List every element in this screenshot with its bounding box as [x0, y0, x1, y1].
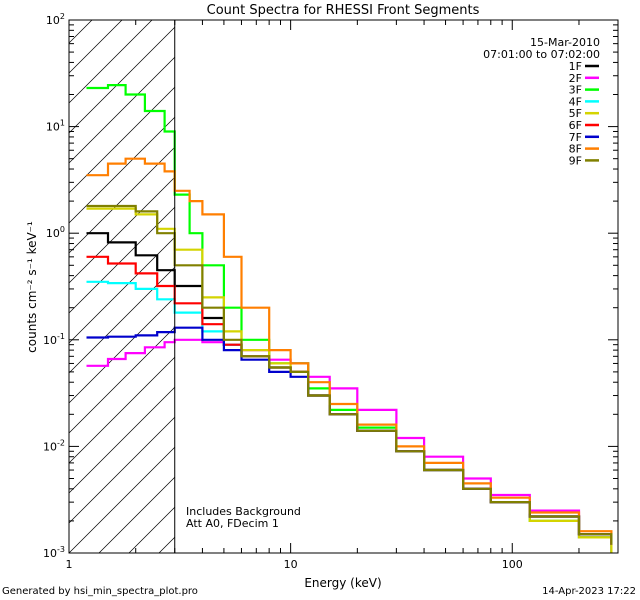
hatch-line [69, 20, 93, 44]
hatch-line [69, 416, 175, 524]
chart-title: Count Spectra for RHESSI Front Segments [207, 3, 480, 18]
hatch-line [279, 20, 640, 553]
hatch-line [69, 386, 175, 494]
legend-label-2F: 2F [569, 72, 582, 85]
legend-label-1F: 1F [569, 60, 582, 73]
hatch-line [429, 20, 640, 553]
hatch-line [69, 296, 175, 404]
y-tick-label: 10-3 [43, 545, 65, 560]
legend-label-4F: 4F [569, 95, 582, 108]
hatch-line [69, 20, 153, 104]
series-3F [86, 84, 613, 553]
series-9F [86, 204, 613, 545]
hatch-line [69, 356, 175, 464]
hatch-line [69, 446, 175, 553]
y-tick-label: 10-1 [43, 332, 65, 347]
hatch-line [69, 236, 175, 344]
x-tick-label: 10 [284, 558, 298, 571]
hatch-line [69, 266, 175, 374]
hatch-line [69, 86, 175, 194]
legend-label-7F: 7F [569, 131, 582, 144]
hatch-line [128, 506, 175, 553]
date-label: 15-Mar-2010 [530, 36, 600, 49]
hatch-line [0, 20, 2, 553]
x-tick-label: 1 [66, 558, 73, 571]
legend-label-6F: 6F [569, 119, 582, 132]
legend-label-8F: 8F [569, 143, 582, 156]
y-tick-label: 100 [46, 225, 65, 240]
y-tick-label: 102 [46, 12, 65, 27]
hatch-line [309, 20, 640, 553]
annotation-attenuator: Att A0, FDecim 1 [186, 517, 279, 530]
axis-ticks: 1 10 100 102 101 100 10-1 10-2 10-3 [43, 12, 619, 571]
legend-label-3F: 3F [569, 84, 582, 97]
series-layer [86, 84, 613, 553]
legend-label-9F: 9F [569, 154, 582, 167]
hatch-line [69, 20, 123, 74]
series-5F [86, 207, 613, 553]
time-range-label: 07:01:00 to 07:02:00 [483, 48, 600, 61]
hatch-line [69, 26, 175, 134]
plot-frame [68, 19, 619, 554]
hatch-line [609, 20, 640, 553]
x-tick-label: 100 [502, 558, 523, 571]
hatch-line [69, 56, 175, 164]
series-8F [86, 157, 613, 545]
y-tick-label: 101 [46, 119, 65, 134]
hatch-line [399, 20, 640, 553]
hatch-line [69, 206, 175, 314]
legend-label-5F: 5F [569, 107, 582, 120]
y-axis-label: counts cm⁻² s⁻¹ keV⁻¹ [25, 221, 39, 353]
footer-generated-by: Generated by hsi_min_spectra_plot.pro [2, 586, 198, 597]
hatch-line [69, 146, 175, 254]
hatch-line [549, 20, 640, 553]
hatch-line [489, 20, 640, 553]
y-tick-label: 10-2 [43, 438, 65, 453]
shaded-low-energy-region [0, 20, 640, 553]
footer-timestamp: 14-Apr-2023 17:22 [542, 586, 636, 597]
annotation-background: Includes Background [186, 505, 301, 518]
x-axis-label: Energy (keV) [304, 576, 381, 590]
hatch-line [579, 20, 640, 553]
hatch-line [369, 20, 640, 553]
hatch-line [339, 20, 640, 553]
hatch-line [459, 20, 640, 553]
